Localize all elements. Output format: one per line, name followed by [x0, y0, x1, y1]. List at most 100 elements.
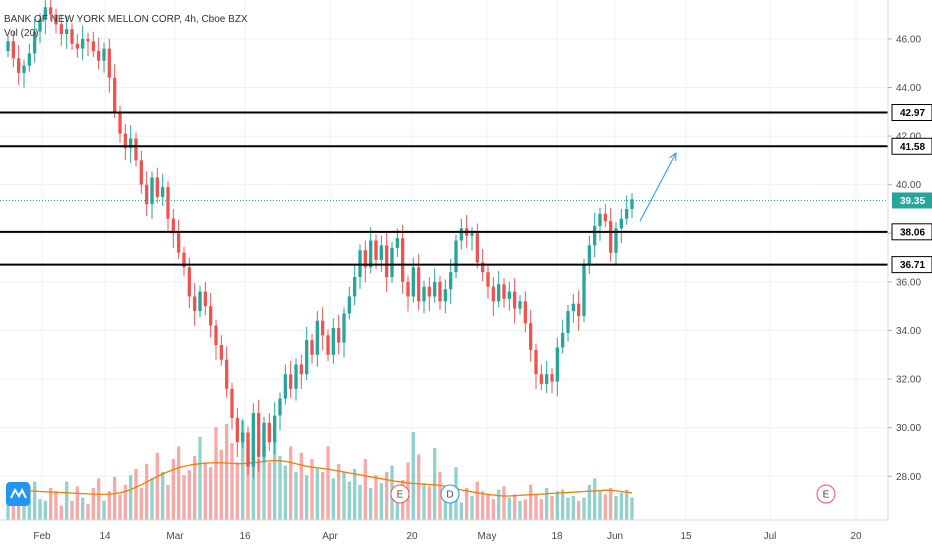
volume-bar	[614, 496, 618, 520]
volume-bar	[315, 468, 319, 520]
volume-bar	[385, 472, 389, 520]
candle-body	[38, 19, 42, 32]
current-price-label: 39.35	[900, 196, 925, 207]
volume-bar	[155, 452, 159, 520]
time-tick-label: Jul	[764, 531, 777, 542]
volume-bar	[177, 446, 181, 520]
volume-bar	[278, 456, 282, 520]
candle-body	[49, 7, 53, 15]
volume-bar	[411, 432, 415, 520]
volume-bar	[161, 472, 165, 520]
volume-bar	[305, 475, 309, 520]
volume-bar	[347, 481, 351, 520]
volume-bar	[267, 462, 271, 520]
level-price-label: 41.58	[900, 142, 925, 153]
volume-bar	[459, 502, 463, 520]
candle-body	[107, 48, 111, 78]
candle-body	[129, 138, 133, 149]
candle-body	[459, 228, 463, 241]
volume-moving-average-line	[7, 459, 633, 497]
candle-body	[353, 277, 357, 297]
volume-bar	[54, 491, 58, 520]
candle-body	[91, 41, 95, 52]
candle-body	[273, 415, 277, 443]
candle-body	[321, 320, 325, 336]
candle-body	[145, 184, 149, 205]
candle-body	[150, 177, 154, 205]
volume-bar	[310, 459, 314, 520]
candle-body	[550, 374, 554, 382]
volume-bar	[502, 486, 506, 520]
candle-body	[630, 199, 634, 209]
volume-bar	[187, 470, 191, 520]
price-tick-label: 42.00	[896, 132, 921, 143]
candle-body	[401, 238, 405, 282]
volume-bar	[65, 481, 69, 520]
candle-body	[27, 53, 31, 66]
volume-bar	[129, 475, 133, 520]
volume-indicator-label: Vol (20)	[4, 28, 39, 39]
volume-bar	[603, 494, 607, 520]
earnings-event-marker[interactable]	[390, 484, 410, 504]
time-tick-label: 14	[99, 531, 111, 542]
candle-body	[43, 7, 47, 20]
dividend-event-marker[interactable]	[440, 484, 460, 504]
candle-body	[283, 374, 287, 399]
candle-body	[411, 267, 415, 297]
candle-body	[139, 160, 143, 185]
candle-body	[155, 177, 159, 197]
volume-bar	[91, 488, 95, 520]
price-tick-label: 44.00	[896, 83, 921, 94]
volume-bar	[438, 472, 442, 520]
volume-bar	[481, 491, 485, 520]
volume-bar	[262, 443, 266, 520]
volume-bar	[598, 491, 602, 520]
volume-bar	[619, 492, 623, 520]
volume-bar	[209, 467, 213, 520]
projection-arrow-line[interactable]	[639, 152, 677, 222]
volume-bar	[609, 488, 613, 520]
volume-bar	[353, 468, 357, 520]
candle-body	[337, 328, 341, 343]
volume-bar	[193, 456, 197, 520]
time-tick-label: Jun	[607, 531, 623, 542]
earnings-event-marker[interactable]	[816, 484, 836, 504]
time-tick-label: Apr	[322, 531, 338, 542]
time-tick-label: 15	[680, 531, 692, 542]
candle-body	[561, 332, 565, 348]
volume-bar	[171, 459, 175, 520]
candle-body	[625, 208, 629, 219]
candle-body	[177, 233, 181, 253]
candle-body	[342, 313, 346, 343]
price-tick-label: 32.00	[896, 375, 921, 386]
volume-bar	[22, 502, 26, 520]
volume-bar	[241, 420, 245, 520]
volume-bar	[257, 459, 261, 520]
price-tick-label: 36.00	[896, 277, 921, 288]
candle-body	[6, 41, 10, 52]
candle-body	[347, 296, 351, 314]
candle-body	[395, 238, 399, 248]
candle-body	[54, 14, 58, 25]
volume-bar	[443, 491, 447, 520]
volume-bar	[550, 496, 554, 520]
candle-body	[11, 41, 15, 59]
candle-body	[214, 325, 218, 346]
candle-body	[331, 328, 335, 355]
volume-bar	[214, 427, 218, 520]
candle-body	[251, 413, 255, 467]
candle-body	[518, 301, 522, 309]
candle-body	[374, 240, 378, 260]
candle-body	[262, 422, 266, 457]
volume-bar	[566, 497, 570, 520]
volume-bar	[134, 468, 138, 520]
time-tick-label: 18	[551, 531, 563, 542]
candle-body	[385, 245, 389, 278]
candle-body	[507, 291, 511, 299]
volume-bar	[107, 491, 111, 520]
candle-body	[598, 213, 602, 226]
candle-body	[225, 359, 229, 389]
volume-bar	[379, 483, 383, 520]
candle-body	[545, 374, 549, 384]
